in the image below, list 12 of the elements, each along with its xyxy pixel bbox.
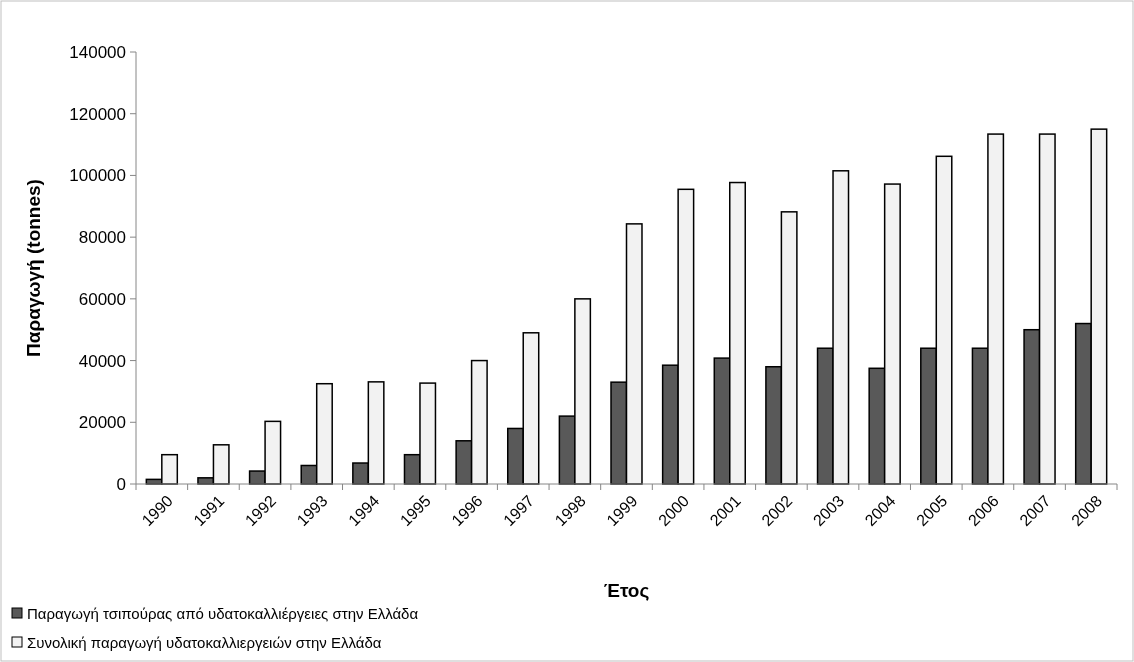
y-tick-label: 60000 — [78, 289, 126, 309]
x-axis-title: Έτος — [603, 580, 650, 601]
legend-label: Συνολική παραγωγή υδατοκαλλιεργειών στην Ελλάδα — [27, 634, 382, 652]
y-axis-title: Παραγωγή (tonnes) — [23, 179, 44, 357]
y-tick-label: 0 — [116, 474, 126, 494]
y-tick-label: 100000 — [69, 166, 126, 186]
y-tick-label: 120000 — [69, 104, 126, 124]
y-tick-label: 80000 — [78, 228, 126, 248]
legend-label: Παραγωγή τσιπούρας από υδατοκαλλιέργειες στην Ελλάδα — [27, 605, 419, 623]
y-tick-label: 20000 — [78, 413, 126, 433]
y-tick-label: 140000 — [69, 42, 126, 62]
y-tick-label: 40000 — [78, 351, 126, 371]
